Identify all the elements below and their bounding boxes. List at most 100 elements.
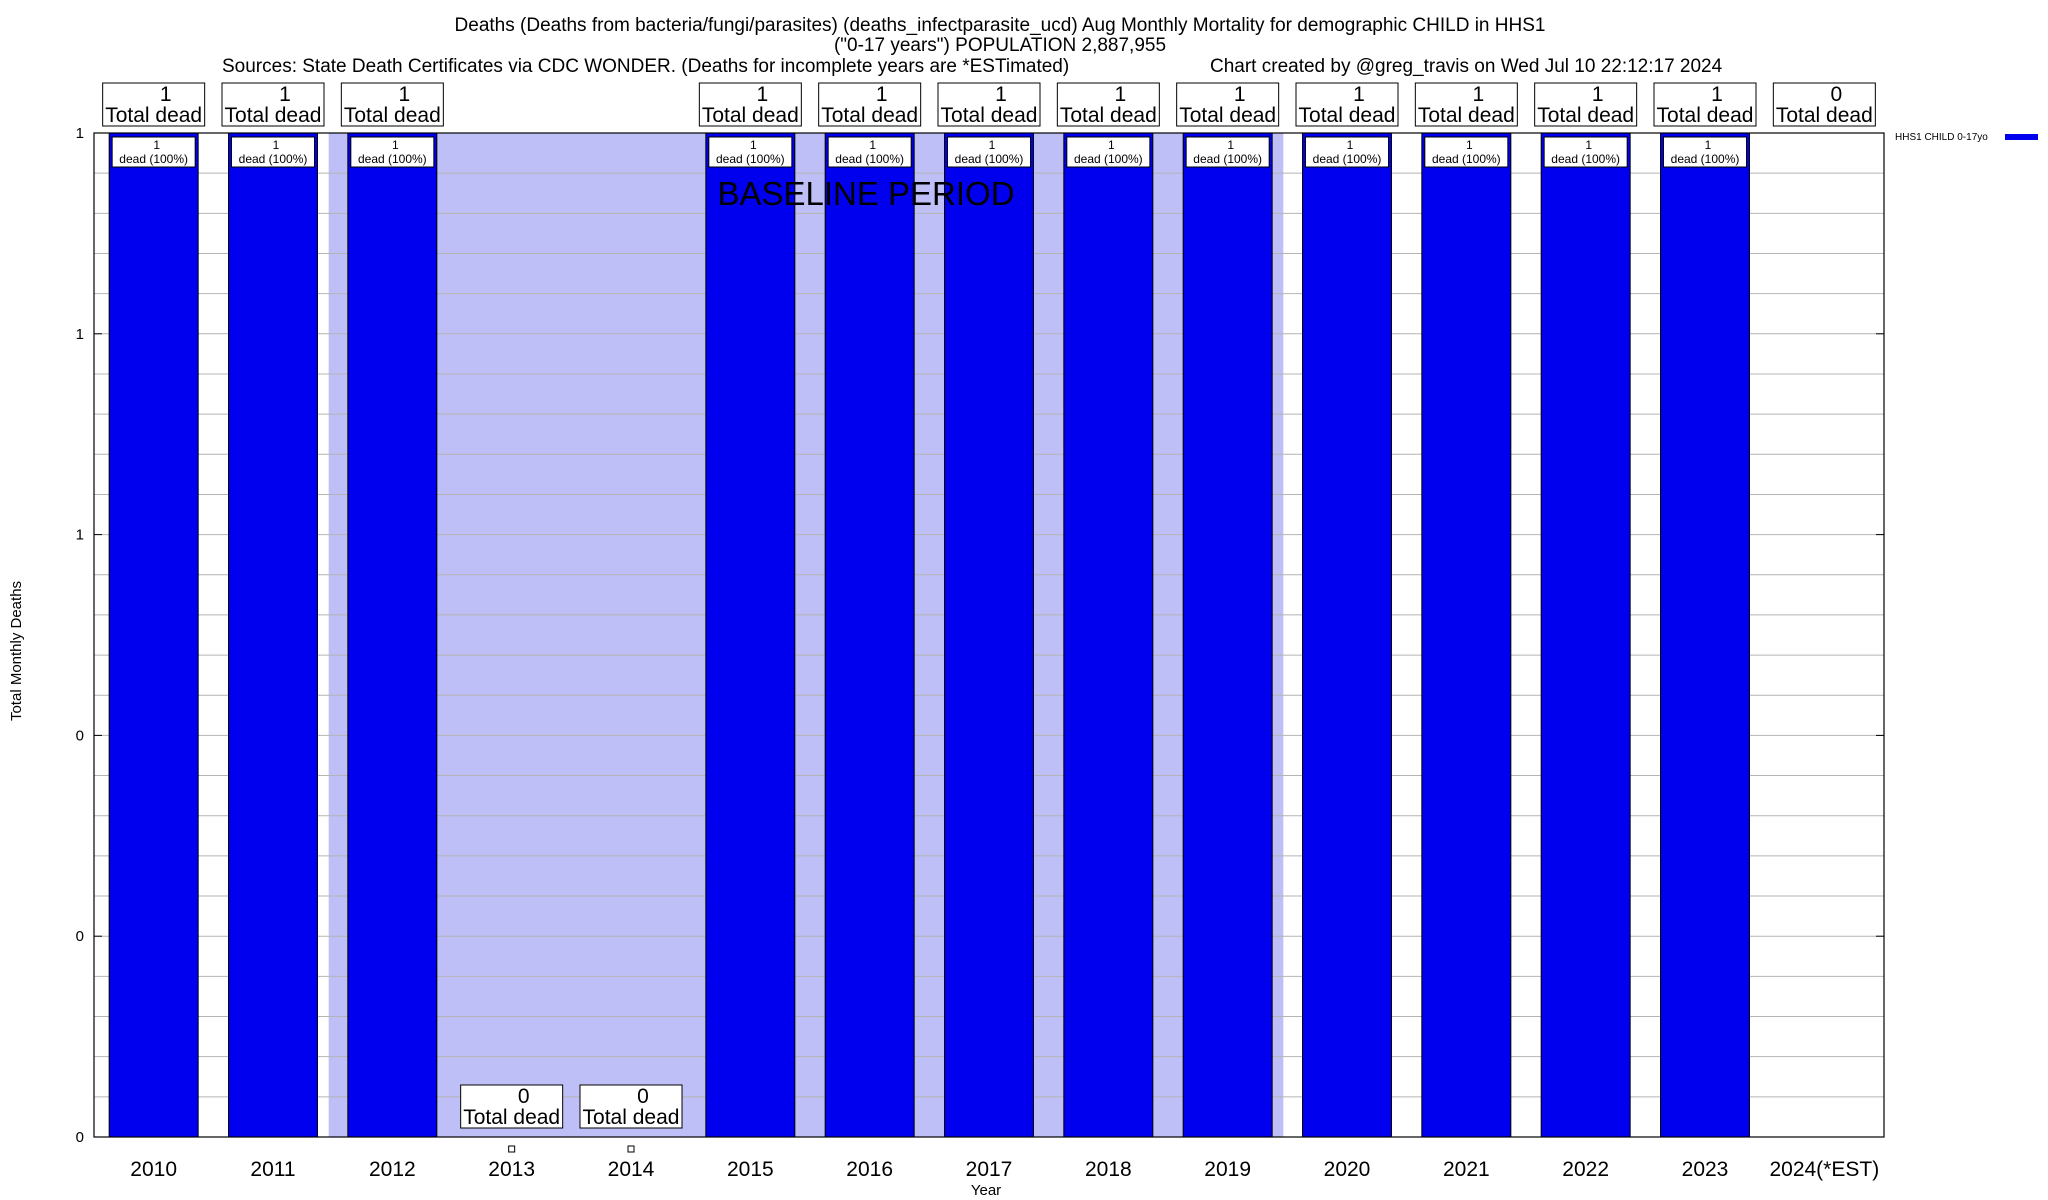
top-label-count-2023: 1 xyxy=(1711,83,1723,106)
x-tick-label-2010: 2010 xyxy=(130,1158,177,1181)
x-tick-label-2017: 2017 xyxy=(966,1158,1013,1181)
bar-label-box-2010 xyxy=(111,136,196,168)
top-label-count-2016: 1 xyxy=(876,83,888,106)
top-label-count-2010: 1 xyxy=(160,83,172,106)
bar-label-count-2020: 1 xyxy=(1347,138,1354,152)
bar-label-caption-2020: dead (100%) xyxy=(1313,152,1382,166)
top-label-count-2011: 1 xyxy=(279,83,291,106)
top-label-box-2010 xyxy=(102,82,206,127)
bar-label-box-2020 xyxy=(1305,136,1389,168)
legend-label: HHS1 CHILD 0-17yo xyxy=(1895,132,1988,143)
bar-label-count-2011: 1 xyxy=(273,138,280,152)
bar-label-count-2015: 1 xyxy=(750,138,757,152)
chart-credit: Chart created by @greg_travis on Wed Jul… xyxy=(1210,56,1723,77)
chart-sources: Sources: State Death Certificates via CD… xyxy=(222,56,1069,77)
top-label-caption-2019: Total dead xyxy=(1179,104,1276,127)
bar-label-count-2019: 1 xyxy=(1227,138,1234,152)
top-label-count-2019: 1 xyxy=(1234,83,1246,106)
x-tick-label-2011: 2011 xyxy=(250,1158,295,1181)
x-axis-label: Year xyxy=(971,1182,1001,1199)
x-tick-label-2015: 2015 xyxy=(727,1158,774,1181)
bottom-label-caption-2014: Total dead xyxy=(583,1106,680,1129)
bar-label-box-2012 xyxy=(350,136,435,168)
bar-label-box-2022 xyxy=(1543,136,1628,168)
bar-2021 xyxy=(1421,132,1512,1138)
top-label-box-2015 xyxy=(698,82,802,127)
bar-label-caption-2022: dead (100%) xyxy=(1551,152,1620,166)
x-tick-label-2023: 2023 xyxy=(1682,1158,1729,1181)
bar-2012 xyxy=(347,132,438,1138)
bar-label-box-2021 xyxy=(1424,136,1509,168)
bar-label-caption-2012: dead (100%) xyxy=(358,152,427,166)
legend: HHS1 CHILD 0-17yo xyxy=(1895,132,2038,143)
bar-label-count-2017: 1 xyxy=(989,138,996,152)
top-label-box-2017 xyxy=(937,82,1041,127)
bar-2017 xyxy=(944,132,1034,1138)
bar-label-box-2023 xyxy=(1663,136,1747,168)
y-ticks: 0 0 0 1 1 1 xyxy=(76,125,1884,1146)
top-label-box-2024(*EST) xyxy=(1772,82,1876,127)
top-label-count-2022: 1 xyxy=(1592,83,1604,106)
x-ticks: 2010 2011 2012 2013 2014 2015 2016 2017 2018 2019… xyxy=(130,1158,1879,1181)
plot-border xyxy=(93,132,1885,1138)
top-label-box-2018 xyxy=(1056,82,1160,127)
bar-2023 xyxy=(1660,132,1750,1138)
bar-2019 xyxy=(1182,132,1273,1138)
top-label-caption-2016: Total dead xyxy=(821,104,918,127)
top-label-caption-2017: Total dead xyxy=(941,104,1038,127)
bar-label-count-2012: 1 xyxy=(392,138,399,152)
top-label-box-2020 xyxy=(1295,82,1399,127)
y-tick-label: 1 xyxy=(76,527,84,544)
top-label-box-2023 xyxy=(1653,82,1757,127)
top-label-box-2011 xyxy=(221,82,325,127)
bar-label-count-2010: 1 xyxy=(153,138,160,152)
top-label-caption-2010: Total dead xyxy=(105,104,202,127)
bottom-label-box-2013 xyxy=(460,1084,564,1129)
bar-label-caption-2010: dead (100%) xyxy=(119,152,188,166)
bottom-label-count-2014: 0 xyxy=(637,1085,649,1108)
top-label-count-2021: 1 xyxy=(1472,83,1484,106)
x-tick-label-2012: 2012 xyxy=(369,1158,416,1181)
y-tick-label: 1 xyxy=(76,326,84,343)
bar-label-caption-2021: dead (100%) xyxy=(1432,152,1501,166)
x-tick-label-2020: 2020 xyxy=(1324,1158,1371,1181)
zero-marker-2013 xyxy=(508,1145,516,1153)
x-tick-label-2022: 2022 xyxy=(1562,1158,1609,1181)
bar-label-caption-2023: dead (100%) xyxy=(1671,152,1740,166)
bar-2018 xyxy=(1063,132,1154,1138)
baseline-label: BASELINE PERIOD xyxy=(717,175,1014,212)
top-label-box-2022 xyxy=(1534,82,1638,127)
x-tick-label-2024(*EST): 2024(*EST) xyxy=(1769,1158,1879,1181)
bar-label-box-2011 xyxy=(231,136,315,168)
bar-label-caption-2017: dead (100%) xyxy=(955,152,1024,166)
top-label-caption-2023: Total dead xyxy=(1657,104,1754,127)
bar-2011 xyxy=(228,132,318,1138)
y-tick-label: 0 xyxy=(76,727,84,744)
bar-label-count-2022: 1 xyxy=(1585,138,1592,152)
chart-title-line-2: ("0-17 years") POPULATION 2,887,955 xyxy=(834,35,1166,56)
x-tick-label-2021: 2021 xyxy=(1443,1158,1490,1181)
x-tick-label-2018: 2018 xyxy=(1085,1158,1132,1181)
bottom-label-box-2014 xyxy=(579,1084,683,1129)
top-label-caption-2018: Total dead xyxy=(1060,104,1157,127)
top-label-box-2012 xyxy=(340,82,444,127)
top-label-caption-2011: Total dead xyxy=(225,104,322,127)
top-label-box-2021 xyxy=(1414,82,1518,127)
top-label-caption-2021: Total dead xyxy=(1418,104,1515,127)
top-label-count-2020: 1 xyxy=(1353,83,1365,106)
top-label-box-2016 xyxy=(818,82,922,127)
y-tick-label: 1 xyxy=(76,125,84,142)
top-label-count-2024(*EST): 0 xyxy=(1830,83,1842,106)
bar-label-count-2023: 1 xyxy=(1705,138,1712,152)
bar-label-caption-2015: dead (100%) xyxy=(716,152,785,166)
bar-2016 xyxy=(824,132,915,1138)
title-block: Deaths (Deaths from bacteria/fungi/paras… xyxy=(222,15,1723,77)
bar-2015 xyxy=(705,132,796,1138)
legend-swatch xyxy=(2005,134,2038,140)
top-label-count-2015: 1 xyxy=(756,83,768,106)
x-tick-label-2016: 2016 xyxy=(846,1158,893,1181)
